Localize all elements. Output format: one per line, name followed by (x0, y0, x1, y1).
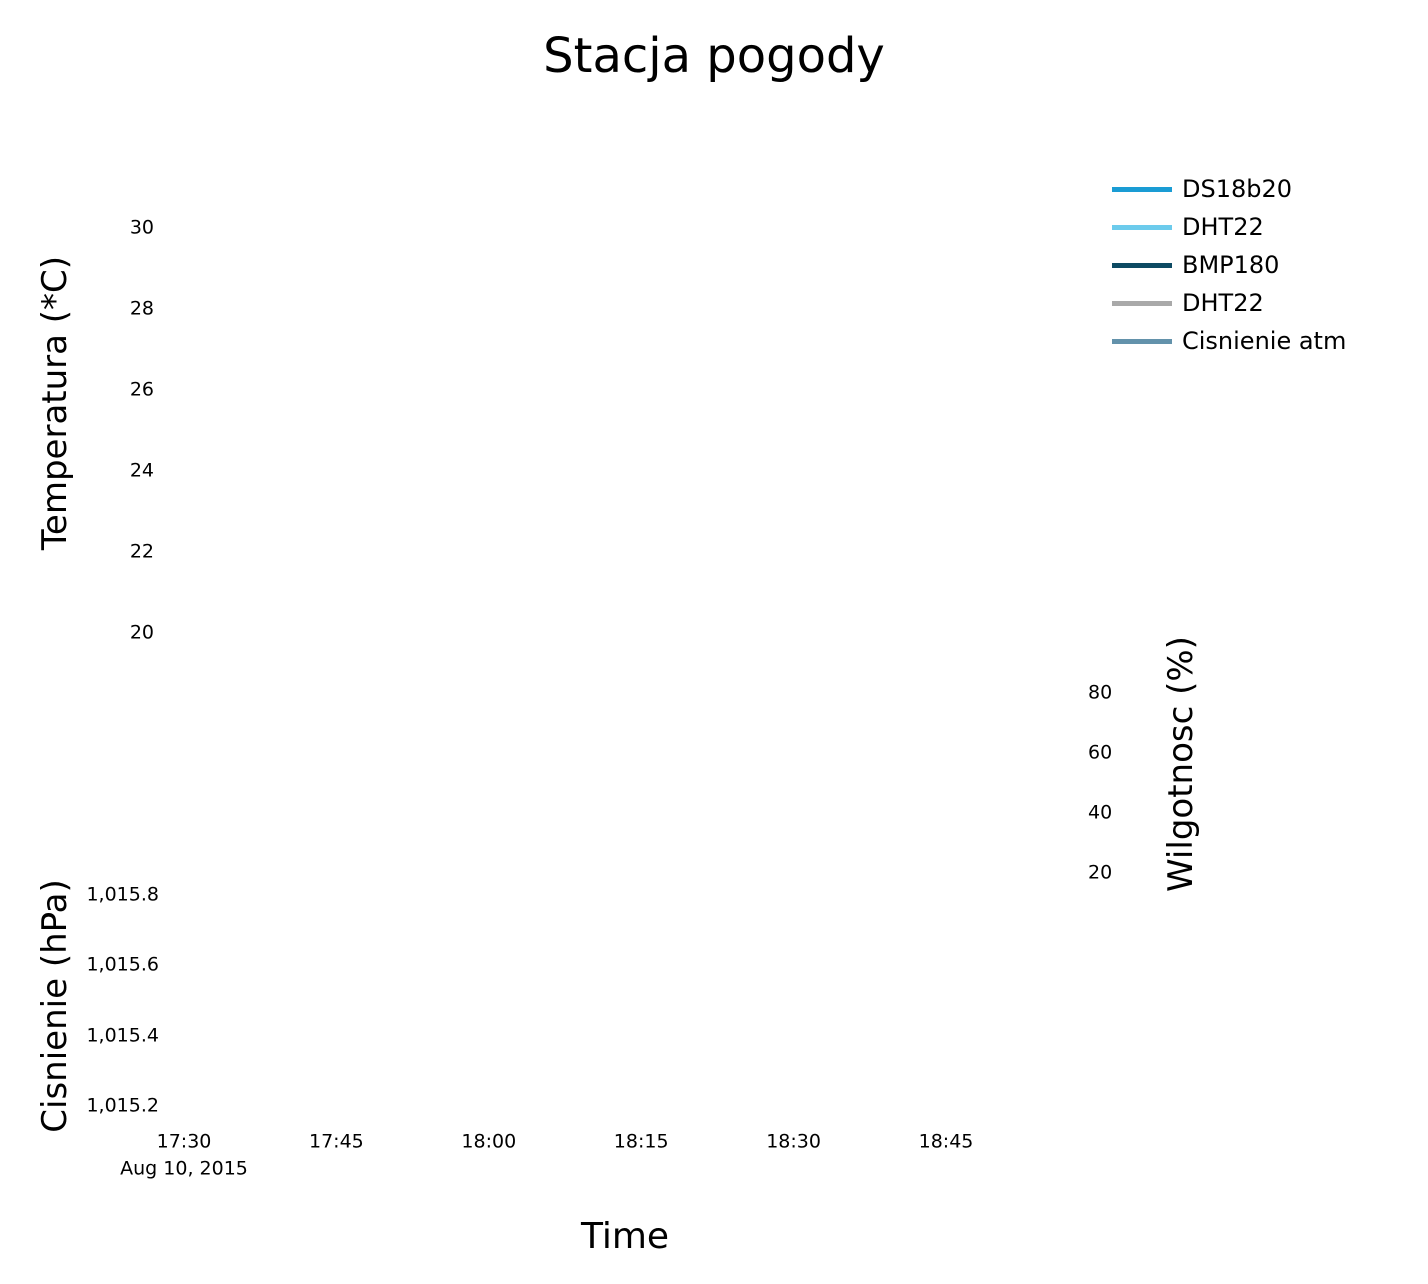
legend-item[interactable]: DHT22 (1112, 208, 1346, 246)
pressure-axis-tick: 1,015.6 (86, 953, 159, 976)
temperature-axis-tick: 24 (129, 459, 154, 482)
humidity-axis-tick: 60 (1088, 741, 1113, 764)
pressure-axis-tick: 1,015.2 (86, 1094, 159, 1117)
time-axis-tick: 18:15 (613, 1130, 669, 1153)
time-axis-tick: 17:30 (156, 1130, 212, 1153)
temperature-axis-tick: 22 (129, 540, 154, 563)
humidity-axis-tick: 20 (1088, 861, 1113, 884)
humidity-axis-tick: 40 (1088, 801, 1113, 824)
time-axis-tick: 18:30 (766, 1130, 821, 1153)
legend: DS18b20 DHT22 BMP180 DHT22 Cisnienie atm (1112, 170, 1346, 360)
pressure-axis-tick: 1,015.4 (86, 1024, 159, 1047)
legend-label: BMP180 (1182, 251, 1280, 279)
legend-item[interactable]: DHT22 (1112, 284, 1346, 322)
temperature-axis-tick: 30 (129, 216, 154, 239)
legend-swatch (1112, 262, 1172, 268)
chart-title: Stacja pogody (543, 28, 885, 84)
legend-swatch (1112, 224, 1172, 230)
temperature-axis-tick: 20 (129, 621, 154, 644)
legend-item[interactable]: BMP180 (1112, 246, 1346, 284)
legend-swatch (1112, 186, 1172, 192)
temperature-axis-tick: 28 (129, 297, 154, 320)
legend-label: Cisnienie atm (1182, 327, 1347, 355)
x-axis-title: Time (580, 1216, 670, 1257)
pressure-axis-title: Cisnienie (hPa) (35, 879, 75, 1133)
humidity-axis-tick: 80 (1088, 681, 1113, 704)
legend-swatch (1112, 338, 1172, 344)
temperature-axis-tick: 26 (129, 378, 154, 401)
legend-label: DHT22 (1182, 213, 1264, 241)
x-date-label: Aug 10, 2015 (120, 1157, 248, 1180)
time-axis-tick: 18:45 (918, 1130, 974, 1153)
time-axis-tick: 18:00 (461, 1130, 517, 1153)
time-axis-tick: 17:45 (309, 1130, 364, 1153)
legend-label: DS18b20 (1182, 175, 1293, 203)
legend-item[interactable]: DS18b20 (1112, 170, 1346, 208)
legend-item[interactable]: Cisnienie atm (1112, 322, 1346, 360)
legend-label: DHT22 (1182, 289, 1264, 317)
humidity-axis-title: Wilgotnosc (%) (1161, 636, 1201, 892)
temperature-axis-title: Temperatura (*C) (35, 255, 75, 551)
legend-swatch (1112, 300, 1172, 306)
pressure-axis-tick: 1,015.8 (86, 883, 159, 906)
